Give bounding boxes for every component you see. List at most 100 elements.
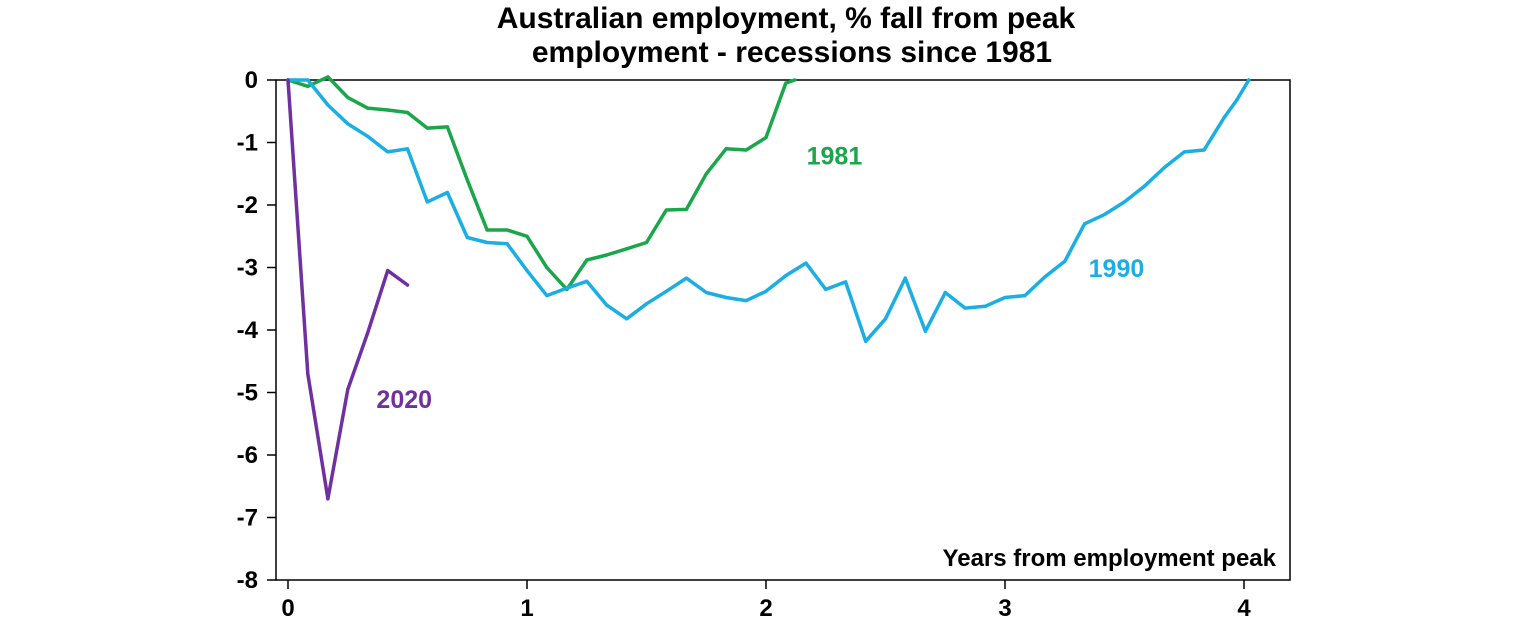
data-point-1990 <box>604 303 609 307</box>
y-tick-label: -7 <box>237 505 258 532</box>
y-tick-label: -4 <box>237 317 259 344</box>
data-point-1990 <box>306 78 310 82</box>
data-point-1990 <box>764 289 768 293</box>
data-point-1990 <box>784 274 788 278</box>
data-point-1990 <box>943 290 947 295</box>
data-point-1990 <box>864 339 868 343</box>
data-point-1981 <box>405 110 410 115</box>
data-point-1990 <box>1222 115 1226 120</box>
series-line-2020 <box>286 78 410 501</box>
data-point-1981 <box>425 126 429 130</box>
data-point-1990 <box>1103 212 1107 216</box>
data-point-1990 <box>545 294 549 298</box>
data-point-1981 <box>724 147 728 151</box>
data-point-1981 <box>585 258 589 262</box>
x-tick-label: 2 <box>759 595 772 622</box>
data-point-2020 <box>286 78 290 82</box>
data-point-2020 <box>386 269 390 273</box>
data-point-1990 <box>963 306 967 310</box>
x-tick-label: 3 <box>998 595 1011 622</box>
y-tick-label: -2 <box>237 192 258 219</box>
x-tick-label: 0 <box>281 595 294 622</box>
data-point-2020 <box>405 283 410 287</box>
y-tick-label: -1 <box>237 130 258 157</box>
data-point-1990 <box>386 150 390 154</box>
x-tick-label: 1 <box>520 595 533 622</box>
data-point-1990 <box>465 235 469 240</box>
data-point-1981 <box>326 75 330 79</box>
data-point-1990 <box>1003 295 1007 300</box>
chart-subtitle: employment - recessions since 1981 <box>532 36 1052 69</box>
data-point-1990 <box>744 299 748 303</box>
data-point-1990 <box>824 287 828 291</box>
data-point-1990 <box>644 302 649 306</box>
series-label-2020: 2020 <box>376 386 432 414</box>
series-layer: 1981 1990 2020 <box>286 75 1251 501</box>
y-tick-label: -6 <box>237 442 258 469</box>
data-point-1990 <box>625 317 629 321</box>
data-point-1990 <box>724 295 728 300</box>
data-point-1990 <box>425 200 429 204</box>
y-tick-label: -8 <box>237 567 258 594</box>
data-point-1981 <box>604 253 609 257</box>
data-point-1981 <box>744 148 748 152</box>
data-point-2020 <box>326 497 330 501</box>
x-axis-label: Years from employment peak <box>943 545 1277 572</box>
data-point-1990 <box>485 240 489 245</box>
y-tick-label: -5 <box>237 380 258 407</box>
data-point-1990 <box>1142 184 1146 188</box>
data-point-2020 <box>365 331 370 335</box>
series-line-1981 <box>286 75 797 292</box>
data-point-1981 <box>784 81 788 85</box>
data-point-1990 <box>326 103 330 107</box>
series-label-1981: 1981 <box>807 142 863 170</box>
series-label-1990: 1990 <box>1089 255 1145 283</box>
data-point-1981 <box>545 265 549 270</box>
data-point-1990 <box>405 147 410 151</box>
y-tick-label: 0 <box>245 67 258 94</box>
data-point-1990 <box>1202 148 1206 152</box>
data-point-1990 <box>804 261 808 265</box>
data-point-1981 <box>704 172 708 176</box>
data-point-1990 <box>1247 78 1251 82</box>
data-point-1990 <box>505 242 509 246</box>
x-tick-label: 4 <box>1237 595 1251 622</box>
data-point-1990 <box>525 269 529 273</box>
chart-title: Australian employment, % fall from peak <box>497 2 1076 35</box>
data-point-1990 <box>1235 98 1239 102</box>
data-point-1990 <box>585 279 589 283</box>
data-point-1990 <box>1082 222 1087 226</box>
data-point-1990 <box>1023 294 1027 298</box>
data-point-1990 <box>704 290 708 295</box>
data-point-1990 <box>1063 259 1067 263</box>
data-point-1981 <box>386 108 390 112</box>
data-point-1981 <box>505 228 509 232</box>
data-point-1990 <box>664 289 668 293</box>
series-line-1990 <box>286 78 1251 344</box>
x-axis: 0 1 2 3 4 <box>281 580 1251 622</box>
y-axis: 0 -1 -2 -3 -4 -5 -6 -7 -8 <box>237 67 276 594</box>
data-point-1981 <box>365 106 370 110</box>
data-point-1981 <box>793 78 797 82</box>
data-point-1990 <box>346 122 350 126</box>
data-point-2020 <box>346 387 350 391</box>
data-point-1990 <box>923 329 928 333</box>
data-point-1981 <box>465 178 469 182</box>
data-point-1990 <box>365 134 370 138</box>
data-point-1990 <box>1162 165 1167 170</box>
plot-area-frame <box>275 79 1291 581</box>
data-point-1981 <box>485 228 489 232</box>
data-point-1990 <box>1122 200 1127 204</box>
data-point-1981 <box>445 125 450 129</box>
data-point-1981 <box>306 84 310 88</box>
data-point-1990 <box>983 304 987 308</box>
data-point-1990 <box>903 276 907 280</box>
data-point-1990 <box>843 280 848 284</box>
data-point-1981 <box>664 208 668 212</box>
data-point-2020 <box>306 372 310 376</box>
data-point-1990 <box>883 317 888 321</box>
data-point-1990 <box>1182 150 1186 154</box>
data-point-1981 <box>764 135 768 140</box>
data-point-1990 <box>445 190 450 195</box>
